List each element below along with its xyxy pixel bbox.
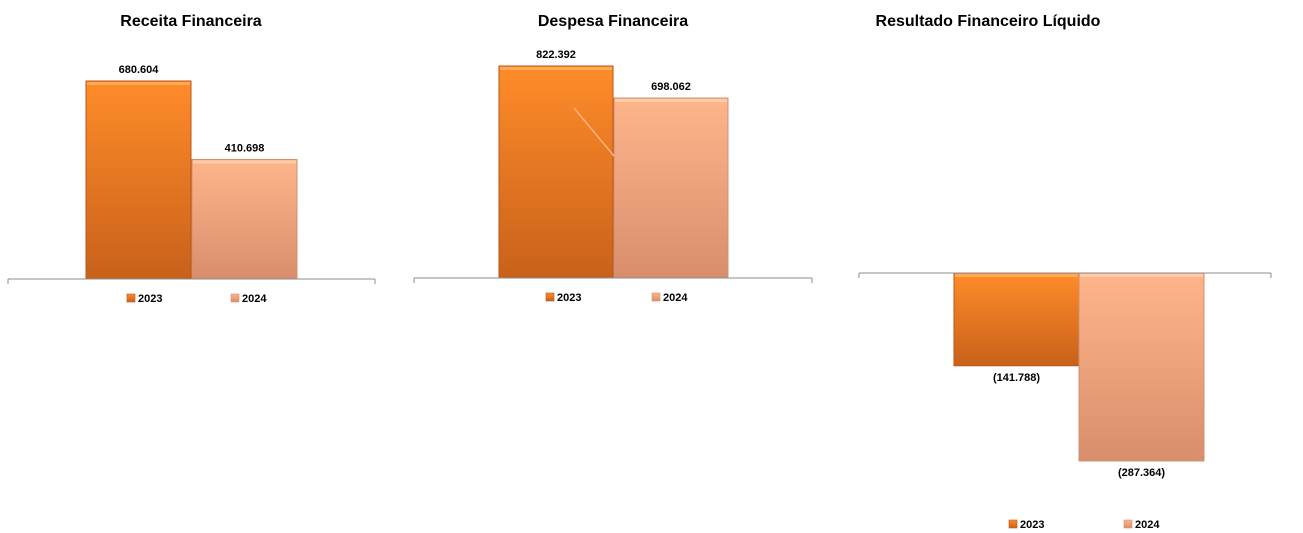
legend-label-2024: 2024: [242, 293, 267, 305]
legend-label-2023: 2023: [557, 292, 581, 304]
chart-title: Receita Financeira: [120, 13, 262, 30]
data-label-2024: (287.364): [1118, 467, 1165, 479]
chart-receita-financeira: Receita Financeira 680.604 410.698 2023 202…: [7, 13, 376, 305]
bar-highlight: [615, 99, 727, 103]
legend-swatch-2024: [1123, 519, 1133, 529]
data-label-2023: 680.604: [119, 64, 160, 76]
data-label-2024: 410.698: [225, 143, 265, 155]
chart-title: Resultado Financeiro Líquido: [876, 13, 1101, 30]
bar-highlight: [955, 274, 1078, 277]
bar-2023: [498, 65, 614, 279]
legend-swatch-2024: [651, 292, 661, 302]
bar-highlight: [87, 82, 190, 85]
legend-label-2023: 2023: [1020, 519, 1044, 531]
legend-swatch-2023: [545, 292, 555, 302]
legend-label-2024: 2024: [1135, 519, 1160, 531]
legend-label-2023: 2023: [138, 293, 162, 305]
legend-swatch-2023: [1008, 519, 1018, 529]
data-label-2024: 698.062: [651, 81, 691, 93]
bar-2023: [953, 272, 1080, 367]
bar-2024: [1078, 272, 1205, 462]
bar-highlight: [500, 67, 612, 70]
chart-resultado-financeiro-liquido: Resultado Financeiro Líquido (141.788) (2…: [858, 13, 1272, 531]
bar-2024: [191, 159, 298, 280]
bar-2023: [85, 80, 192, 280]
bar-2024: [613, 97, 729, 279]
bar-highlight: [193, 160, 296, 164]
chart-despesa-financeira: Despesa Financeira 822.392 698.062 2023 202…: [413, 13, 813, 304]
legend-label-2024: 2024: [663, 292, 688, 304]
data-label-2023: 822.392: [536, 49, 576, 61]
decorative-arrow-line: [573, 107, 615, 157]
legend-swatch-2023: [126, 293, 136, 303]
legend-swatch-2024: [230, 293, 240, 303]
bar-highlight: [1080, 274, 1203, 277]
data-label-2023: (141.788): [993, 372, 1040, 384]
chart-title: Despesa Financeira: [538, 13, 688, 30]
